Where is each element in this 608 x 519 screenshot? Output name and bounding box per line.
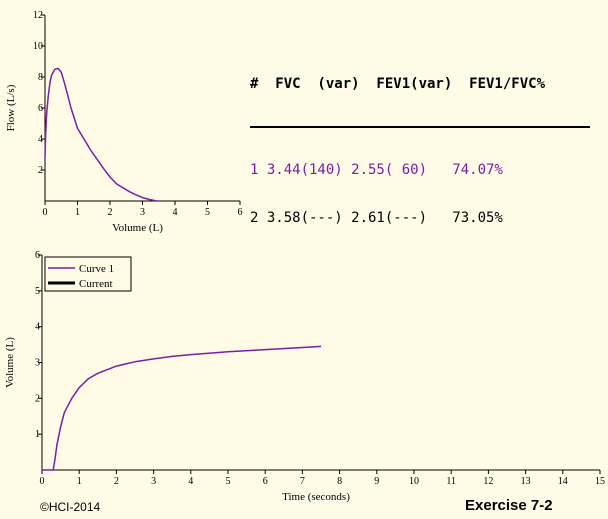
x-tick-label: 0 [43, 207, 48, 218]
x-tick-label: 0 [40, 476, 45, 487]
table-divider [250, 126, 590, 128]
y-tick-label: 5 [35, 286, 40, 297]
series-line [42, 345, 322, 471]
x-tick-label: 14 [558, 476, 568, 487]
legend-label: Curve 1 [79, 263, 114, 275]
x-tick-label: 2 [114, 476, 119, 487]
x-tick-label: 8 [337, 476, 342, 487]
x-tick-label: 11 [446, 476, 456, 487]
legend-box [44, 256, 132, 292]
y-tick-label: 2 [38, 165, 43, 176]
x-tick-label: 15 [595, 476, 605, 487]
table-header: # FVC (var) FEV1(var) FEV1/FVC% [250, 76, 546, 92]
table-row: 1 3.44(140) 2.55( 60) 74.07% [250, 162, 503, 178]
copyright-text: ©HCI-2014 [40, 500, 101, 514]
x-tick-label: 3 [151, 476, 156, 487]
y-tick-label: 10 [33, 41, 43, 52]
y-tick-label: 1 [35, 429, 40, 440]
x-axis-title: Time (seconds) [282, 491, 350, 503]
y-tick-label: 6 [35, 250, 40, 261]
x-tick-label: 1 [77, 476, 82, 487]
spirometry-table: # FVC (var) FEV1(var) FEV1/FVC% 1 3.44(1… [250, 44, 590, 242]
y-axis-title: Flow (L/s) [5, 84, 17, 131]
y-tick-label: 3 [35, 358, 40, 369]
y-tick-label: 6 [38, 103, 43, 114]
y-tick-label: 12 [33, 10, 43, 21]
series-line [44, 67, 157, 202]
x-tick-label: 13 [521, 476, 531, 487]
x-tick-label: 10 [409, 476, 419, 487]
chart-legend: Curve 1 Current [44, 256, 132, 292]
x-tick-label: 7 [300, 476, 305, 487]
legend-label: Current [79, 278, 113, 290]
y-tick-label: 4 [38, 134, 43, 145]
x-tick-label: 4 [188, 476, 193, 487]
exercise-title: Exercise 7-2 [465, 497, 553, 514]
x-tick-label: 12 [483, 476, 493, 487]
y-tick-label: 4 [35, 322, 40, 333]
y-tick-label: 8 [38, 72, 43, 83]
y-axis-title: Volume (L) [4, 337, 16, 388]
x-tick-label: 3 [140, 207, 145, 218]
x-tick-label: 4 [173, 207, 178, 218]
y-tick-label: 2 [35, 393, 40, 404]
x-tick-label: 5 [205, 207, 210, 218]
x-tick-label: 5 [226, 476, 231, 487]
x-tick-label: 6 [263, 476, 268, 487]
x-axis-title: Volume (L) [112, 222, 163, 234]
x-tick-label: 1 [75, 207, 80, 218]
table-row: 2 3.58(---) 2.61(---) 73.05% [250, 210, 503, 226]
x-tick-label: 6 [238, 207, 243, 218]
x-tick-label: 9 [374, 476, 379, 487]
x-tick-label: 2 [108, 207, 113, 218]
